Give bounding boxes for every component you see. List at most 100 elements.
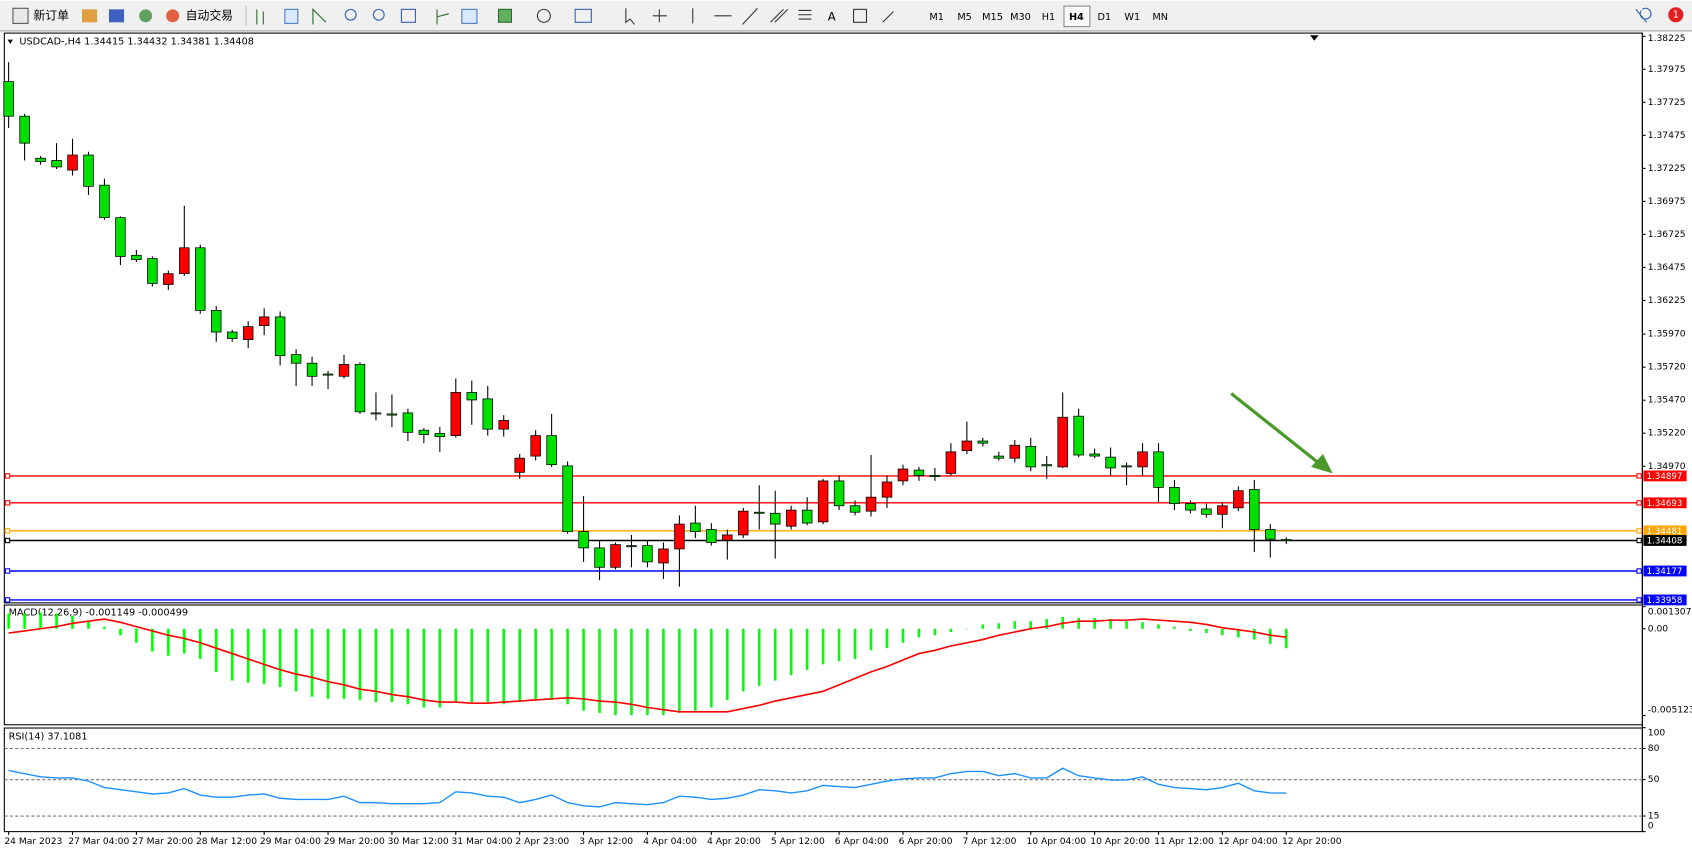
macd-bar [262, 628, 266, 684]
macd-bar [230, 628, 234, 681]
macd-bar [278, 628, 282, 688]
candle-body [466, 392, 478, 401]
y-tick-label: 1.36725 [1648, 229, 1686, 240]
price-tag [1643, 594, 1687, 606]
shift-marker [1310, 35, 1319, 41]
macd-bar [294, 628, 298, 692]
timeframe-button[interactable]: H1 [1042, 12, 1055, 23]
drawing-tools[interactable]: A [625, 7, 894, 25]
candle-body [1249, 489, 1260, 530]
y-tick-label: 1.37975 [1648, 64, 1686, 75]
macd-bar [1157, 624, 1160, 629]
timeframe-button[interactable]: M30 [1010, 12, 1031, 23]
x-tick-label: 5 Apr 12:00 [771, 836, 825, 847]
candle-body [226, 331, 238, 339]
candle-body [338, 364, 350, 377]
candle-body [1009, 444, 1021, 459]
candle-body [163, 273, 174, 285]
macd-bar [789, 628, 793, 676]
macd-bar [1125, 621, 1128, 629]
price-tag [1643, 497, 1687, 509]
new-order-button[interactable]: 新订单 [33, 8, 69, 22]
y-tick-label: 1.36225 [1648, 295, 1686, 306]
y-tick-label: 1.37225 [1648, 163, 1686, 174]
timeframe-button[interactable]: W1 [1124, 12, 1140, 23]
macd-bar [917, 628, 921, 638]
timeframe-button[interactable]: H4 [1069, 12, 1084, 23]
candle-body [258, 316, 270, 326]
candle-body [977, 440, 989, 444]
timeframe-button[interactable]: D1 [1098, 12, 1112, 23]
macd-bar [646, 628, 649, 716]
timeframe-button[interactable]: M5 [957, 12, 972, 23]
macd-bar [214, 628, 218, 672]
macd-bar [1205, 628, 1208, 634]
x-tick-label: 27 Mar 04:00 [68, 836, 129, 847]
candle-body [3, 81, 14, 117]
candle-body [610, 544, 621, 568]
timeframe-button[interactable]: M1 [929, 12, 944, 23]
macd-bar [710, 628, 713, 708]
macd-bar [757, 628, 761, 686]
candle-body [99, 184, 110, 219]
x-tick-label: 4 Apr 20:00 [707, 836, 761, 847]
x-tick-label: 3 Apr 12:00 [579, 836, 633, 847]
toolbar-icon[interactable] [139, 9, 153, 23]
macd-bar [837, 628, 841, 662]
candle-body [19, 115, 30, 144]
macd-bar [805, 628, 809, 670]
candle-body [402, 412, 414, 433]
timeframe-bar: M1 M5 M15 M30 H1 H4 D1 W1 MN [929, 12, 1168, 23]
x-tick-label: 4 Apr 04:00 [643, 836, 697, 847]
macd-bar [965, 628, 969, 630]
new-order-icon[interactable] [12, 7, 29, 24]
candle-body [290, 354, 302, 364]
macd-bar [869, 628, 873, 651]
annotation-arrowhead [1311, 453, 1333, 474]
macd-bar [438, 628, 442, 708]
candle-body [434, 433, 446, 438]
x-tick-label: 10 Apr 20:00 [1090, 836, 1150, 847]
macd-bar [1093, 617, 1096, 629]
x-tick-label: 11 Apr 12:00 [1154, 836, 1214, 847]
macd-bar [630, 628, 633, 716]
macd-bar [566, 628, 569, 705]
macd-bar [518, 628, 521, 703]
macd-bar [821, 628, 825, 665]
level-handle [1636, 528, 1642, 534]
macd-bar [741, 628, 745, 692]
x-tick-label: 12 Apr 04:00 [1218, 836, 1278, 847]
main-title: USDCAD-,H4 1.34415 1.34432 1.34381 1.344… [19, 37, 254, 48]
macd-bar [694, 628, 697, 711]
toolbar-icon[interactable] [108, 9, 125, 23]
macd-bar [342, 628, 346, 699]
search-icon[interactable] [1635, 7, 1652, 23]
macd-bar [1269, 628, 1272, 644]
y-tick-label: 50 [1648, 774, 1660, 785]
y-tick-label: 1.37725 [1648, 97, 1686, 108]
y-tick-label: 1.35970 [1648, 329, 1686, 340]
macd-bar [1284, 628, 1288, 649]
candle-body [562, 465, 573, 533]
auto-trading-icon[interactable] [166, 9, 180, 23]
toolbar-icon[interactable] [82, 9, 98, 23]
auto-trading-button[interactable]: 自动交易 [186, 8, 233, 22]
chart-tools[interactable] [256, 8, 592, 25]
candle-body [993, 455, 1005, 459]
macd-bar [103, 626, 106, 629]
macd-bar [1109, 619, 1112, 629]
candle-body [945, 451, 957, 474]
title-marker [7, 39, 13, 44]
timeframe-button[interactable]: M15 [982, 12, 1003, 23]
macd-bar [933, 628, 937, 636]
macd-bar [614, 628, 617, 716]
macd-bar [119, 628, 122, 636]
macd-bar [885, 628, 889, 649]
notification-badge[interactable] [1668, 7, 1684, 23]
candle-body [354, 364, 366, 413]
candle-body [1153, 451, 1164, 488]
candle-body [1089, 453, 1100, 457]
timeframe-button[interactable]: MN [1152, 12, 1168, 23]
level-handle [1636, 597, 1642, 603]
